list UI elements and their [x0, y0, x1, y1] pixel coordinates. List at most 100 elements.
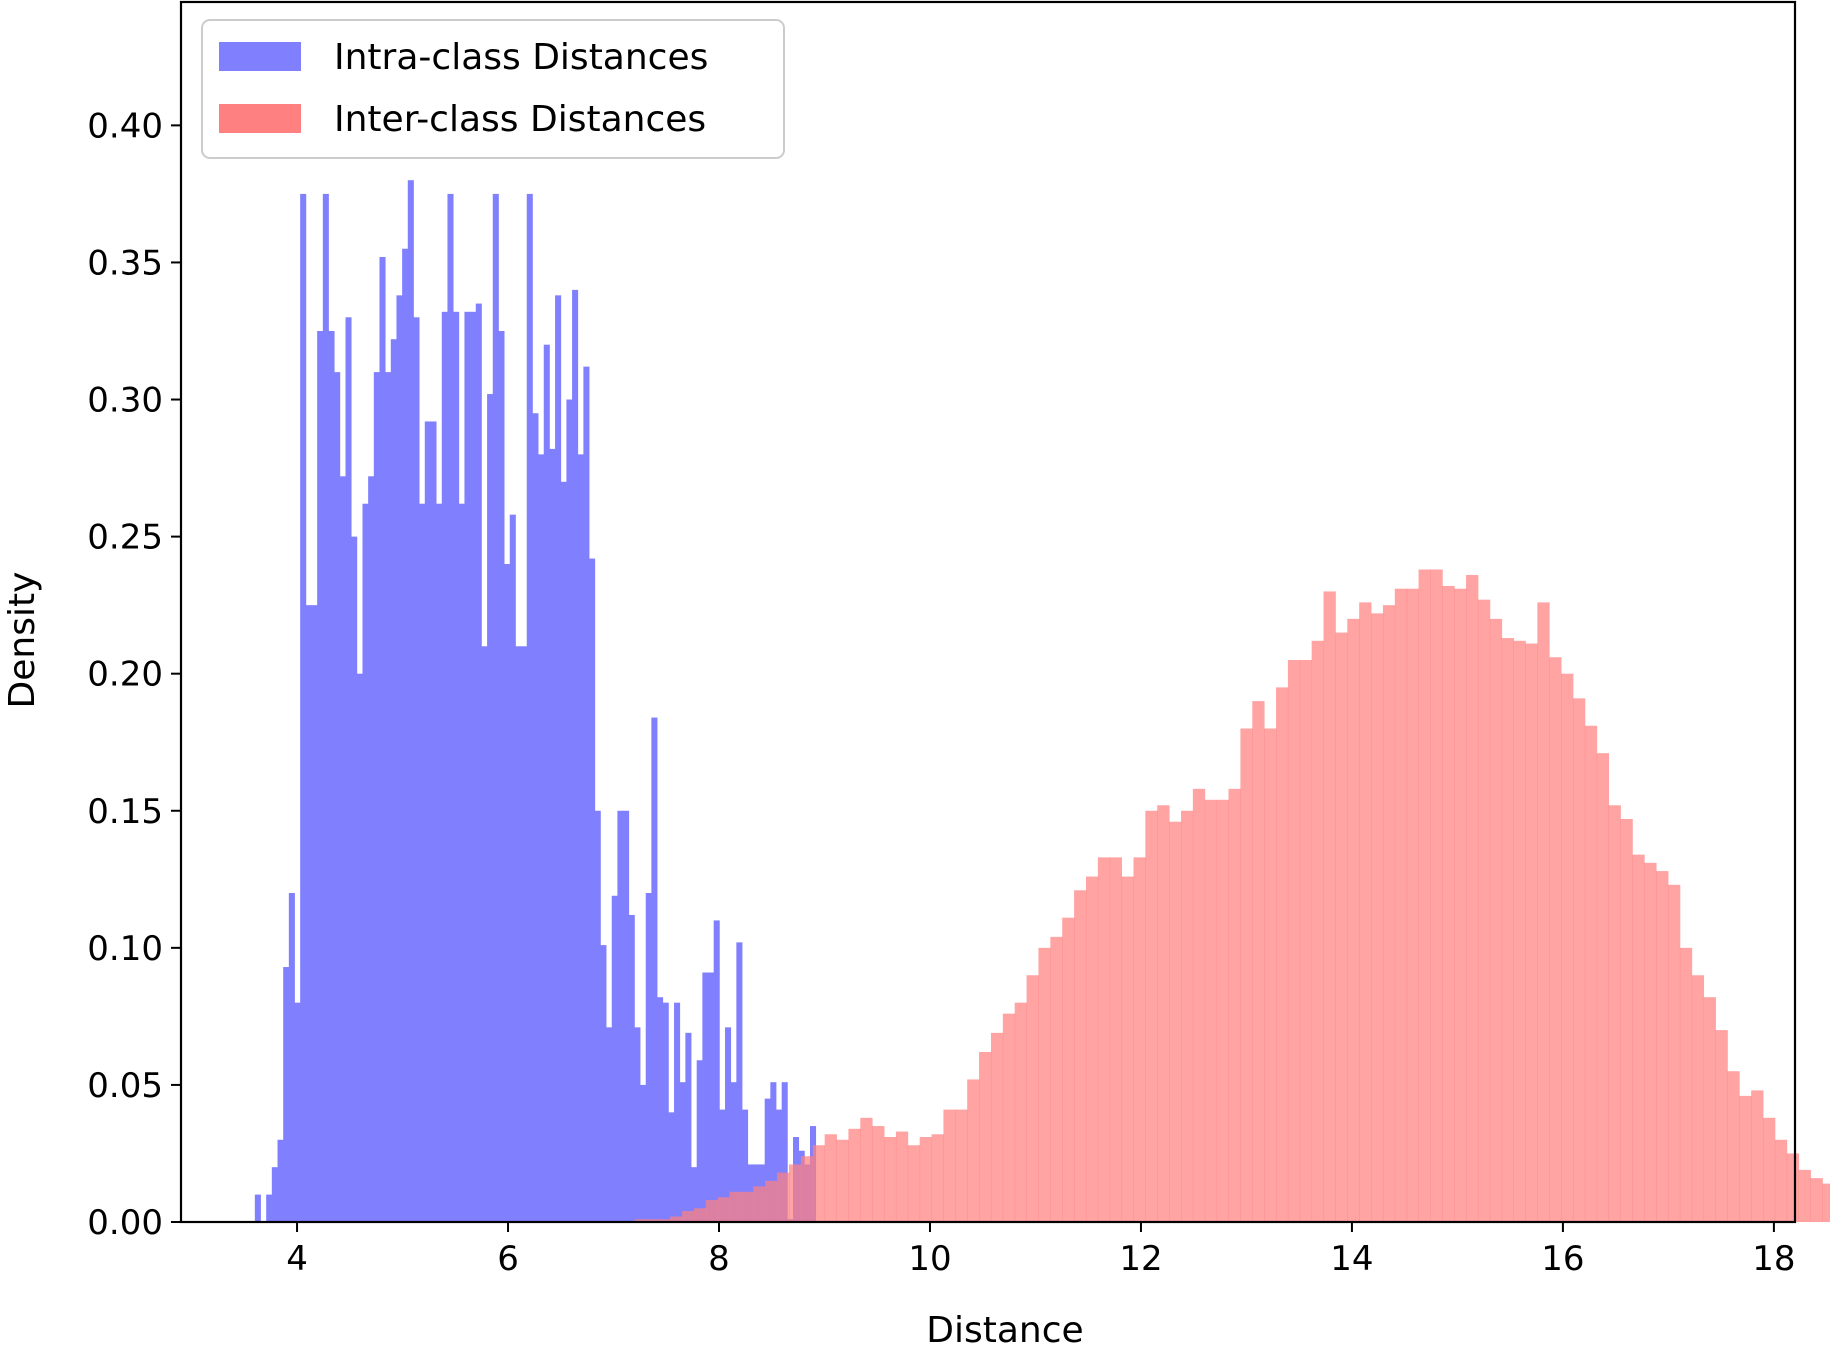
histogram-bar [1050, 936, 1063, 1222]
histogram-bar [1572, 698, 1586, 1222]
y-tick-label: 0.10 [87, 929, 163, 969]
histogram-bar [764, 1098, 771, 1222]
series-0 [254, 180, 817, 1223]
histogram-bar [800, 1156, 814, 1222]
histogram-bar [362, 503, 369, 1223]
histogram-bar [504, 564, 511, 1222]
histogram-bar [736, 942, 743, 1222]
histogram-bar [662, 1002, 669, 1222]
histogram-bar [492, 193, 499, 1222]
histogram-bar [334, 372, 341, 1222]
y-tick-label: 0.30 [87, 381, 163, 421]
histogram-bar [719, 1109, 726, 1222]
histogram-bar [694, 1208, 707, 1222]
histogram-bar [555, 295, 562, 1223]
x-tick-label: 8 [708, 1239, 730, 1279]
x-tick-label: 18 [1752, 1239, 1795, 1279]
histogram-bar [515, 646, 522, 1222]
histogram-bar [413, 317, 420, 1222]
histogram-bar [1371, 613, 1384, 1222]
histogram-bar [385, 372, 392, 1222]
histogram-bar [919, 1137, 932, 1222]
histogram-bar [356, 673, 363, 1222]
y-tick-label: 0.20 [87, 655, 163, 695]
histogram-bar [430, 421, 437, 1223]
histogram-bar [617, 810, 624, 1222]
histogram-bar [1038, 947, 1051, 1222]
histogram-bar [419, 503, 426, 1223]
histogram-bar [884, 1137, 897, 1222]
histogram-bar [713, 920, 720, 1222]
histogram-bar [658, 1219, 671, 1222]
histogram-bar [1121, 876, 1134, 1222]
histogram-bar [1157, 805, 1170, 1222]
histogram-bar [836, 1139, 849, 1222]
histogram-bar [317, 330, 324, 1222]
histogram-bar [824, 1134, 837, 1222]
histogram-bar [589, 558, 596, 1222]
histogram-bar [305, 605, 312, 1222]
histogram-bar [1679, 947, 1693, 1222]
histogram-bar [1359, 602, 1372, 1222]
histogram-bar [498, 330, 505, 1222]
histogram-bar [657, 997, 664, 1222]
legend-swatch-intra [219, 42, 301, 71]
histogram-bar [691, 1167, 698, 1222]
histogram-bar [1525, 643, 1538, 1222]
legend: Intra-class Distances Inter-class Distan… [201, 19, 785, 159]
histogram-bar [765, 1180, 778, 1222]
x-tick-label: 16 [1541, 1239, 1584, 1279]
histogram-bar [1501, 638, 1514, 1222]
ticks-layer: 4 6 8 10 12 14 16 18 0.00 0.05 0.10 0.15 0.20 0.25 0.3… [87, 106, 1795, 1279]
legend-label-intra: Intra-class Distances [334, 37, 708, 78]
histogram-bar [955, 1109, 968, 1222]
histogram-bar [566, 399, 573, 1222]
histogram-bar [1276, 687, 1289, 1222]
histogram-bar [730, 1082, 737, 1222]
histogram-bar [481, 646, 488, 1222]
histogram-bar [1204, 799, 1218, 1222]
histogram-bar [1394, 588, 1408, 1222]
histogram-bar [594, 810, 601, 1222]
legend-frame [201, 19, 785, 159]
histogram-bar [311, 605, 318, 1222]
x-tick-label: 4 [286, 1239, 308, 1279]
histogram-bar [640, 1084, 647, 1222]
histogram-bar [848, 1128, 861, 1222]
histogram-bar [1026, 975, 1039, 1222]
bars-layer [254, 180, 1830, 1223]
histogram-bar [1406, 588, 1419, 1222]
histogram-bar [1192, 788, 1206, 1222]
histogram-bar [464, 311, 471, 1222]
histogram-bar [1644, 862, 1657, 1222]
histogram-bar [1442, 585, 1455, 1222]
histogram-bar [702, 972, 709, 1222]
histogram-bar [1489, 618, 1503, 1222]
histogram-bar [1240, 728, 1253, 1222]
histogram-bar [470, 311, 477, 1222]
y-tick-label: 0.25 [87, 518, 163, 558]
histogram-bar [254, 1194, 261, 1222]
histogram-bar [753, 1186, 766, 1222]
histogram-bar [294, 1002, 301, 1222]
histogram-bar [583, 366, 590, 1222]
histogram-bar [789, 1164, 802, 1222]
histogram-bar [1477, 599, 1491, 1222]
histogram-bar [979, 1052, 992, 1222]
histogram-bar [1169, 821, 1182, 1222]
histogram-bar [572, 289, 579, 1222]
histogram-bar [288, 893, 295, 1222]
x-tick-label: 12 [1119, 1239, 1162, 1279]
histogram-bar [526, 193, 533, 1222]
histogram-bar [696, 1060, 703, 1222]
histogram-bar [1133, 857, 1146, 1222]
histogram-bar [741, 1191, 754, 1222]
histogram-bar [396, 295, 403, 1223]
histogram-bar [441, 311, 448, 1222]
histogram-bar [322, 193, 329, 1222]
histogram-bar [1810, 1178, 1823, 1222]
histogram-bar [1299, 659, 1313, 1222]
histogram-bar [776, 1109, 783, 1222]
histogram-bar [725, 1027, 732, 1222]
histogram-bar [1382, 605, 1396, 1222]
